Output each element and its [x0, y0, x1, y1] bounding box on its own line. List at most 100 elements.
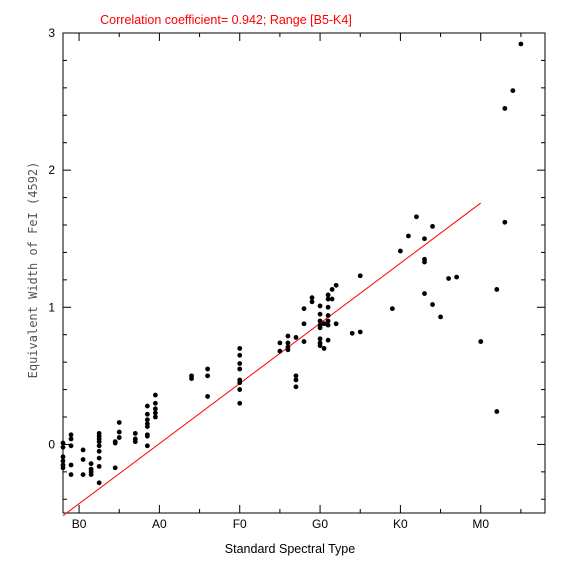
data-point [116, 429, 122, 435]
data-point [152, 392, 158, 398]
tick-labels: B0 A0 F0 G0 K0 M0 0 1 2 3 [48, 26, 489, 531]
data-point [68, 443, 74, 449]
x-axis-label: Standard Spectral Type [225, 542, 355, 556]
data-point [422, 259, 427, 265]
data-points [60, 41, 524, 486]
data-point [60, 458, 66, 464]
axis-ticks [63, 32, 545, 513]
data-point [454, 274, 460, 280]
data-point [285, 340, 291, 346]
y-tick-label: 2 [48, 163, 55, 177]
data-point [293, 377, 299, 383]
data-point [68, 462, 74, 468]
data-point [325, 337, 331, 343]
data-point [357, 329, 363, 335]
data-point [96, 443, 102, 449]
data-point [132, 431, 138, 436]
data-point [116, 435, 122, 440]
data-point [80, 472, 86, 477]
data-point [237, 366, 243, 372]
data-point [96, 463, 102, 469]
data-point [144, 411, 150, 417]
data-point [478, 339, 484, 344]
data-point [112, 465, 118, 471]
data-point [422, 291, 427, 296]
data-point [277, 340, 283, 346]
data-point [293, 373, 299, 379]
data-point [68, 436, 74, 442]
data-point [60, 465, 66, 471]
data-point [80, 447, 86, 453]
data-point [237, 346, 243, 351]
data-point [60, 454, 66, 460]
data-point [317, 325, 323, 331]
chart-title: Correlation coefficient= 0.942; Range [B… [100, 13, 352, 27]
x-tick-label: F0 [233, 517, 247, 531]
data-point [144, 417, 150, 423]
data-point [237, 400, 243, 406]
plot-frame [62, 32, 546, 514]
data-point [293, 335, 299, 340]
data-point [494, 287, 500, 292]
data-point [406, 233, 411, 239]
data-point [317, 311, 323, 317]
data-point [430, 223, 435, 229]
data-point [317, 303, 323, 309]
data-point [144, 443, 150, 449]
data-point [205, 394, 211, 399]
data-point [189, 376, 194, 381]
data-point [349, 330, 355, 336]
data-point [205, 373, 211, 379]
data-point [152, 410, 158, 416]
data-point [112, 440, 118, 446]
data-point [144, 424, 150, 429]
data-point [152, 406, 158, 412]
data-point [329, 287, 335, 292]
data-point [152, 400, 158, 406]
x-tick-label: B0 [72, 517, 87, 531]
data-point [205, 366, 211, 372]
data-point [60, 440, 66, 446]
data-point [96, 439, 102, 445]
data-point [325, 318, 331, 324]
data-point [317, 343, 323, 349]
data-point [502, 219, 508, 225]
y-tick-label: 0 [48, 437, 55, 451]
data-point [309, 299, 315, 305]
data-point [301, 339, 307, 344]
data-point [285, 347, 291, 353]
x-tick-label: A0 [152, 517, 167, 531]
data-point [325, 322, 331, 328]
y-tick-label: 1 [48, 300, 55, 314]
data-point [88, 461, 94, 467]
data-point [430, 302, 435, 307]
data-point [237, 387, 243, 392]
data-point [301, 306, 307, 312]
data-point [80, 457, 86, 462]
x-tick-label: K0 [393, 517, 408, 531]
y-axis-label: Equivalent Width of FeI (4592) [26, 162, 40, 379]
data-point [422, 236, 427, 242]
data-point [333, 321, 339, 327]
y-tick-label: 3 [48, 26, 55, 40]
data-point [68, 432, 74, 438]
data-point [518, 41, 524, 47]
data-point [321, 321, 327, 327]
data-point [317, 318, 323, 324]
data-point [285, 333, 291, 339]
data-point [132, 439, 138, 445]
data-point [237, 352, 243, 358]
regression-line-group [62, 202, 482, 517]
data-point [502, 106, 508, 111]
data-point [277, 348, 283, 354]
data-point [293, 384, 299, 390]
data-point [68, 472, 74, 477]
data-point [237, 380, 243, 386]
data-point [325, 292, 331, 298]
data-point [357, 273, 363, 279]
data-point [144, 433, 150, 439]
data-point [144, 403, 150, 409]
data-point [510, 88, 516, 93]
